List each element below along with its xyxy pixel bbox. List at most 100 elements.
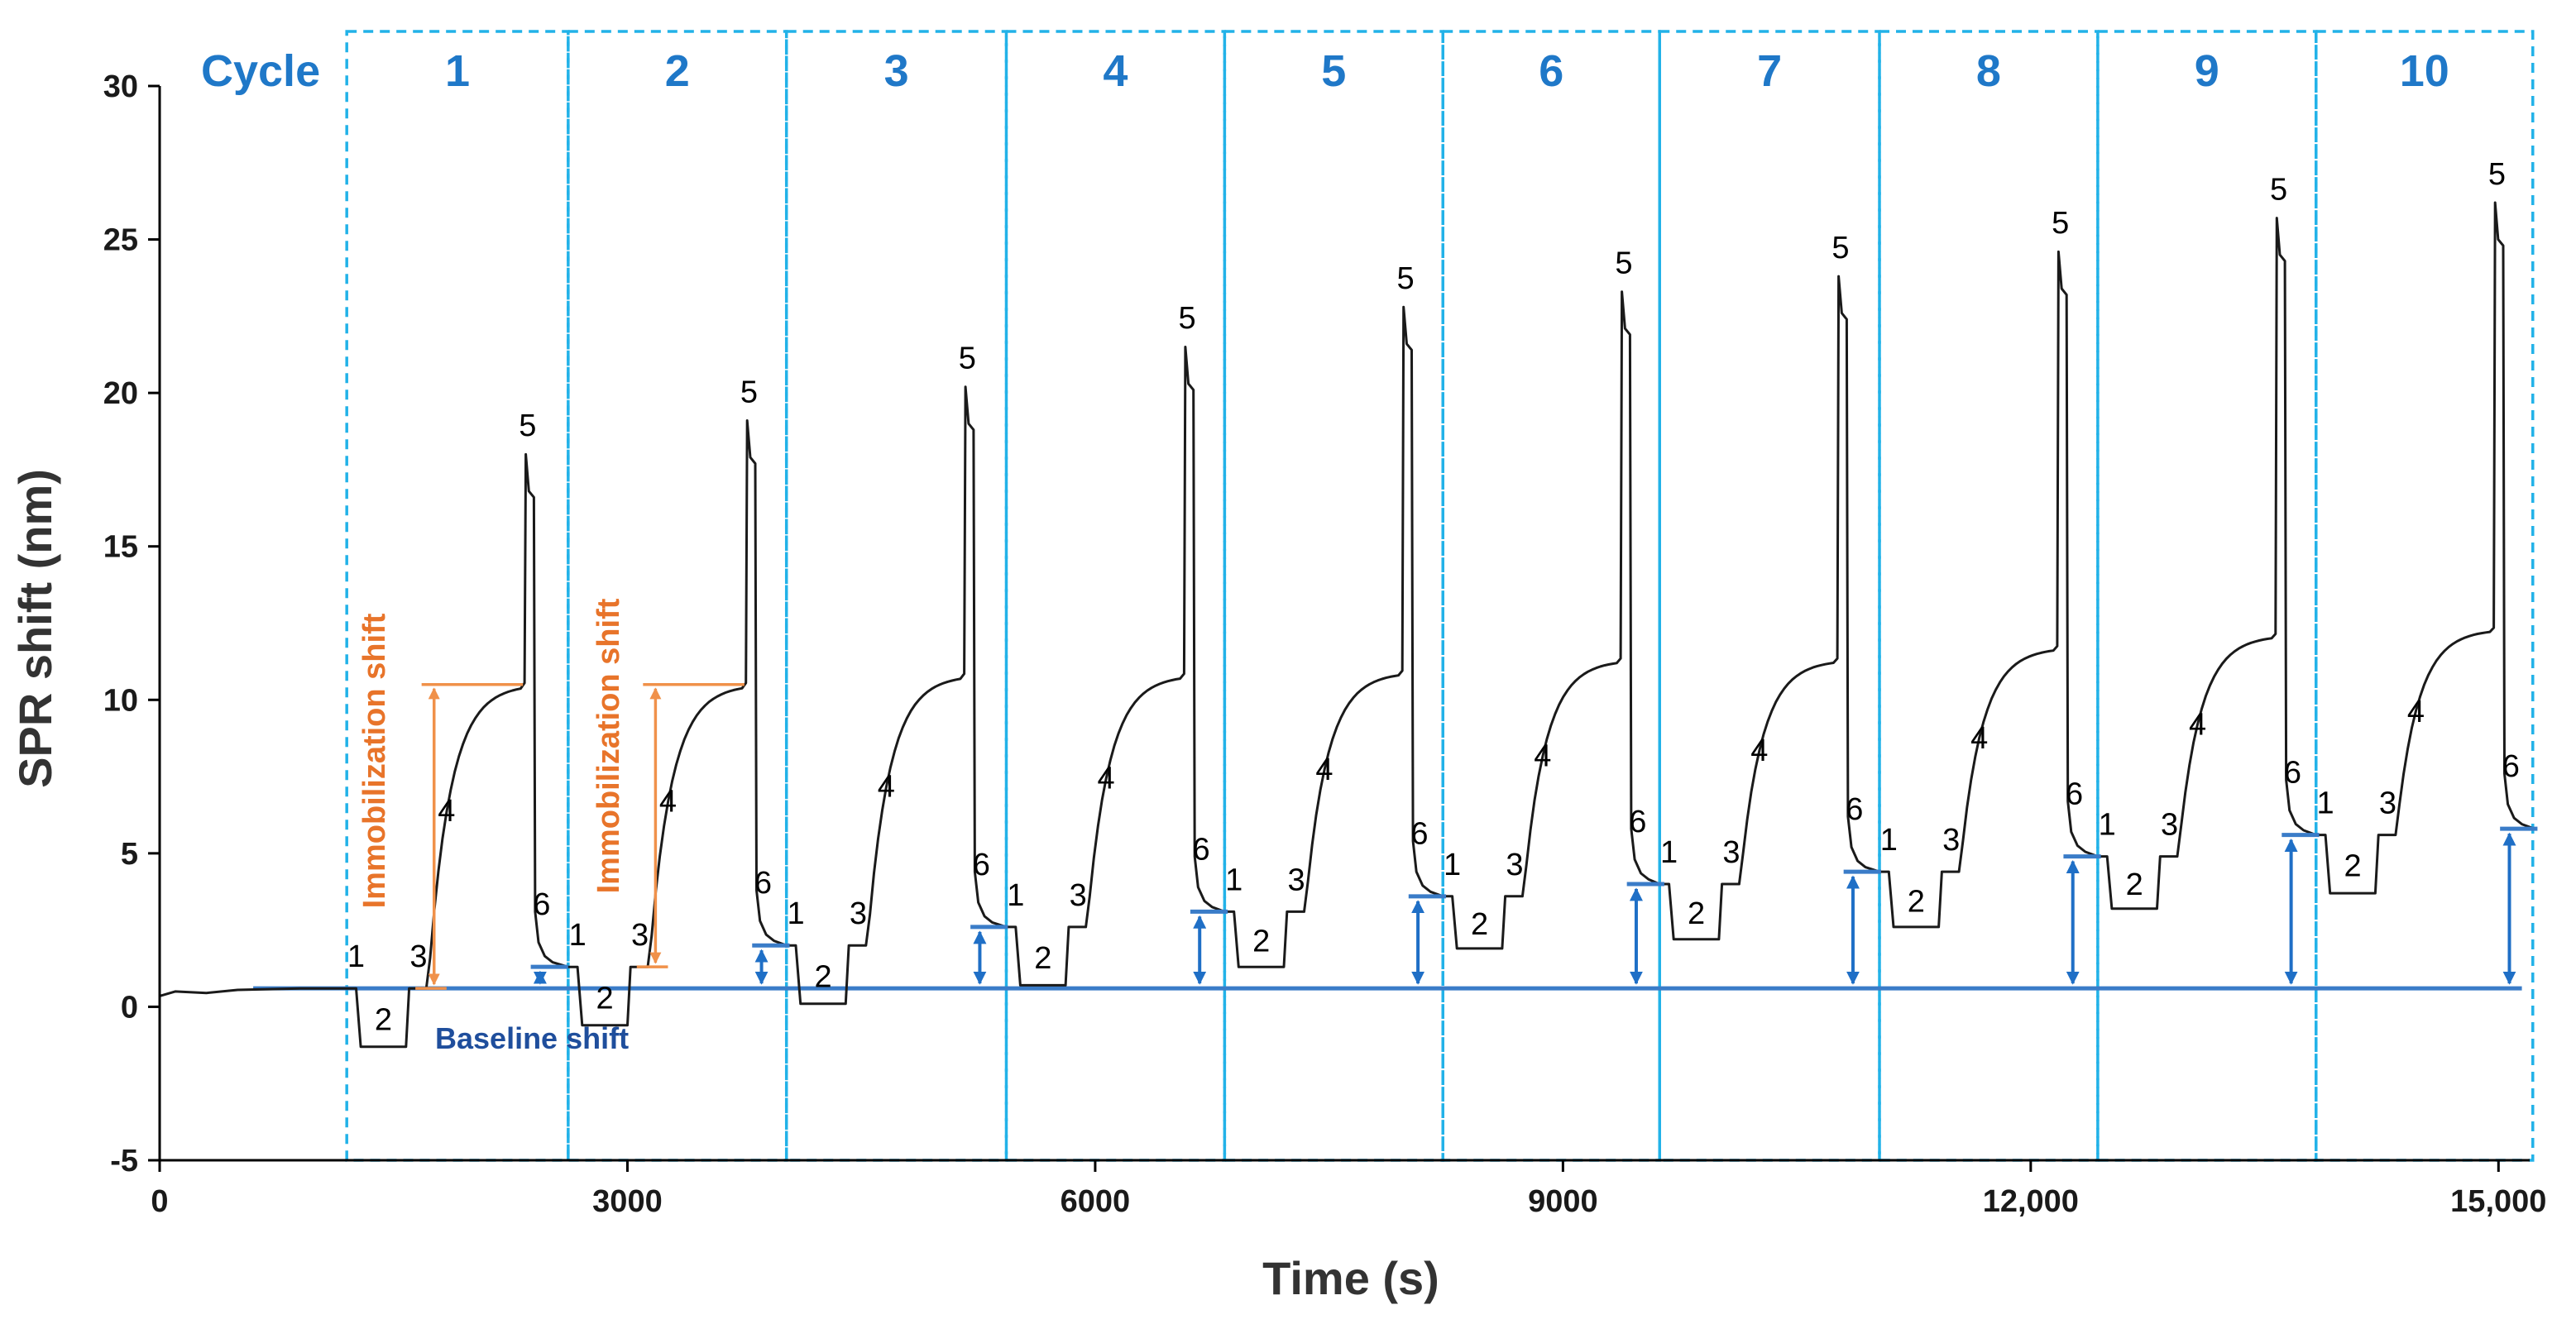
y-tick-label: 0 <box>121 990 138 1025</box>
step-label: 5 <box>1831 231 1849 265</box>
cycle-boxes: 1 2 3 4 5 6 7 8 9 10 <box>345 30 2535 1162</box>
step-label: 4 <box>1750 734 1768 768</box>
step-label: 3 <box>2161 808 2178 843</box>
step-label: 6 <box>1846 792 1863 827</box>
step-label: 5 <box>740 375 758 409</box>
step-label: 5 <box>959 341 976 375</box>
immobilization-annotation: Immobilization shift Immobilization shif… <box>357 598 626 908</box>
step-label: 1 <box>787 896 804 931</box>
step-label: 6 <box>1193 832 1210 867</box>
cycle-number-label: 6 <box>1539 46 1563 96</box>
y-tick-label: 25 <box>103 223 138 258</box>
step-label: 3 <box>1722 835 1740 870</box>
step-label: 4 <box>1534 739 1551 774</box>
cycle-header: Cycle <box>201 46 320 96</box>
step-label: 3 <box>631 918 649 953</box>
step-label: 1 <box>1660 835 1678 870</box>
marker-layer <box>415 682 2538 990</box>
step-label: 5 <box>1615 246 1632 280</box>
step-label: 4 <box>659 784 677 819</box>
step-label: 3 <box>850 896 867 931</box>
step-label: 2 <box>1688 896 1705 931</box>
step-label: 6 <box>533 887 550 922</box>
step-label: 4 <box>1098 762 1115 796</box>
step-label: 1 <box>1225 863 1243 897</box>
cycle-number-label: 4 <box>1103 46 1128 96</box>
cycle-number-label: 8 <box>1976 46 2001 96</box>
step-label: 3 <box>2379 786 2396 821</box>
x-tick-label: 3000 <box>592 1184 663 1219</box>
y-tick-label: 5 <box>121 837 138 872</box>
cycle-number-label: 1 <box>445 46 470 96</box>
step-label: 5 <box>2052 206 2069 241</box>
step-label: 1 <box>569 918 587 953</box>
y-tick-label: -5 <box>110 1144 138 1178</box>
step-label: 2 <box>596 981 614 1016</box>
step-label: 2 <box>1252 925 1270 959</box>
x-tick-label: 15,000 <box>2450 1184 2546 1219</box>
cycle-number-label: 2 <box>665 46 690 96</box>
cycle-number-label: 3 <box>884 46 909 96</box>
step-label: 2 <box>1908 884 1925 919</box>
step-label: 2 <box>2126 868 2143 902</box>
step-label: 2 <box>2344 849 2361 884</box>
step-label: 5 <box>1179 301 1196 336</box>
step-label: 6 <box>2066 777 2083 811</box>
step-label: 5 <box>2270 172 2287 207</box>
cycle-number-label: 9 <box>2195 46 2219 96</box>
step-label: 3 <box>1070 878 1087 913</box>
cycle-number-label: 5 <box>1321 46 1346 96</box>
step-label: 4 <box>2407 695 2425 729</box>
step-label-layer: 1234561234561234561234561234561234561234… <box>347 157 2520 1037</box>
step-label: 5 <box>2488 157 2506 192</box>
step-label: 4 <box>878 770 895 805</box>
cycle-box <box>1441 30 1661 1162</box>
step-label: 1 <box>347 939 365 974</box>
step-label: 6 <box>1629 805 1646 839</box>
step-label: 6 <box>2502 749 2520 784</box>
step-label: 1 <box>2099 808 2116 843</box>
step-label: 6 <box>754 866 772 901</box>
step-label: 2 <box>814 959 831 994</box>
step-label: 2 <box>1034 941 1051 976</box>
cycle-box <box>2315 30 2535 1162</box>
x-axis-title: Time (s) <box>1262 1252 1439 1304</box>
x-ticks: 0 3000 6000 9000 12,000 15,000 <box>151 1160 2546 1219</box>
step-label: 3 <box>409 939 427 974</box>
immobilization-label-2: Immobilization shift <box>591 598 626 893</box>
step-label: 1 <box>2317 786 2334 821</box>
step-label: 3 <box>1506 848 1523 882</box>
step-label: 1 <box>1880 823 1898 858</box>
y-tick-label: 10 <box>103 683 138 718</box>
y-axis-title: SPR shift (nm) <box>9 469 61 788</box>
step-label: 4 <box>1970 721 1988 756</box>
cycle-box <box>1223 30 1444 1162</box>
spr-trace <box>159 201 2535 1049</box>
step-label: 2 <box>1471 907 1488 942</box>
step-label: 6 <box>1410 817 1428 852</box>
step-label: 1 <box>1444 848 1461 882</box>
x-tick-label: 0 <box>151 1184 168 1219</box>
step-label: 6 <box>2284 755 2301 790</box>
y-ticks: -5 0 5 10 15 20 25 30 <box>103 69 160 1178</box>
y-tick-label: 30 <box>103 69 138 104</box>
step-label: 4 <box>2189 708 2206 743</box>
step-label: 2 <box>375 1002 392 1037</box>
cycle-number-label: 7 <box>1757 46 1782 96</box>
cycle-number-label: 10 <box>2400 46 2449 96</box>
y-tick-label: 15 <box>103 530 138 565</box>
step-label: 3 <box>1287 863 1305 897</box>
step-label: 5 <box>519 409 536 443</box>
y-tick-label: 20 <box>103 376 138 411</box>
step-label: 4 <box>1315 753 1333 787</box>
step-label: 3 <box>1942 823 1960 858</box>
immobilization-label-1: Immobilization shift <box>357 613 392 908</box>
x-tick-label: 9000 <box>1528 1184 1598 1219</box>
cycle-box <box>1878 30 2100 1162</box>
step-label: 1 <box>1007 878 1024 913</box>
x-tick-label: 12,000 <box>1983 1184 2079 1219</box>
step-label: 5 <box>1396 261 1414 296</box>
trace-layer <box>159 201 2535 1049</box>
step-label: 4 <box>438 794 455 829</box>
